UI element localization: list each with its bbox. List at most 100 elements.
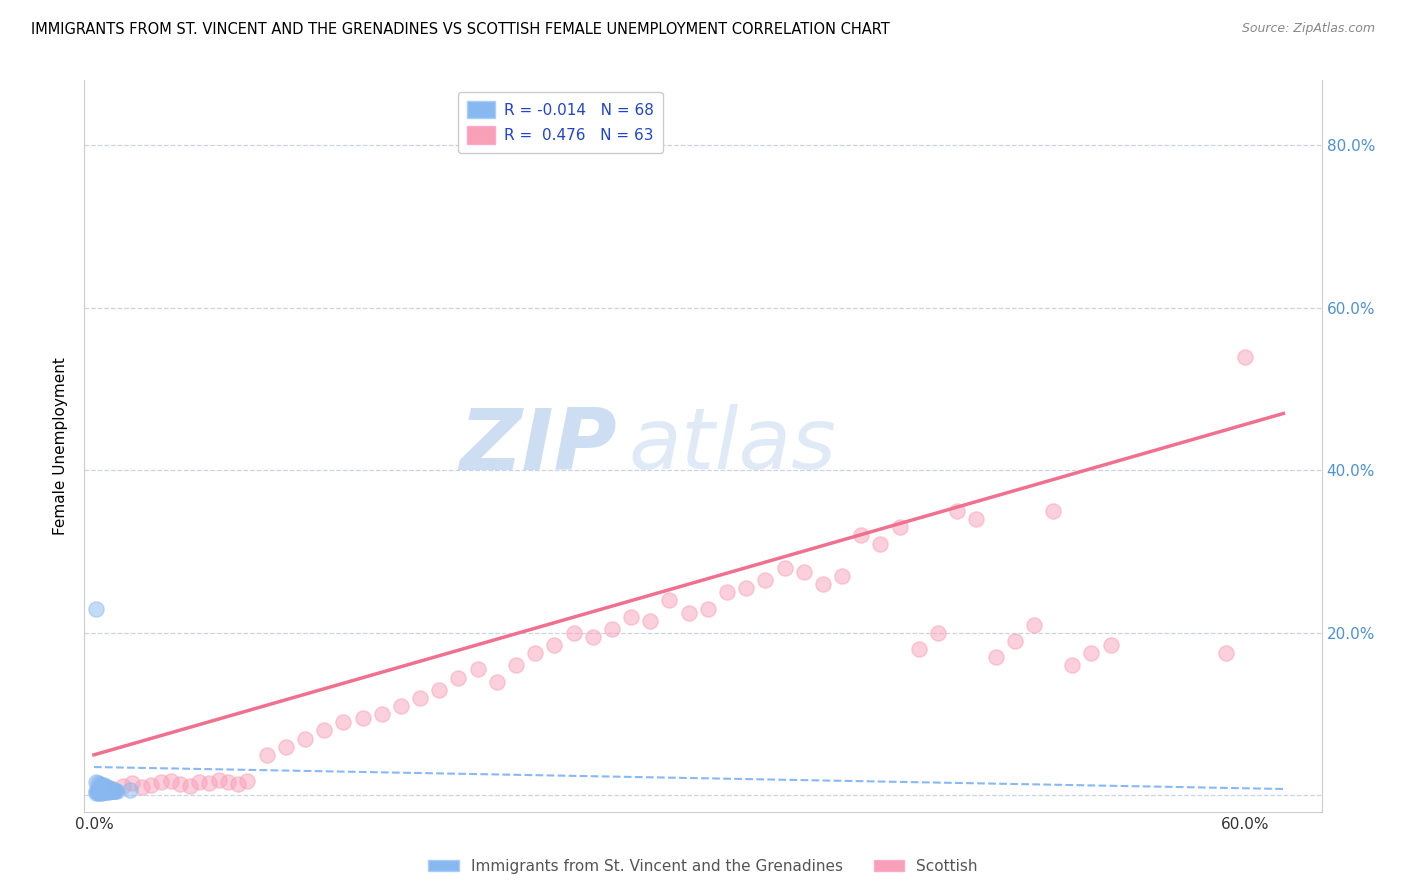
Point	[96, 780, 118, 795]
Point	[121, 776, 143, 790]
Point	[352, 711, 374, 725]
Point	[1080, 646, 1102, 660]
Point	[96, 781, 118, 796]
Point	[93, 782, 115, 797]
Point	[754, 573, 776, 587]
Point	[89, 781, 111, 796]
Point	[93, 779, 115, 793]
Point	[87, 786, 110, 800]
Point	[94, 781, 117, 796]
Point	[332, 715, 354, 730]
Point	[946, 504, 969, 518]
Point	[89, 782, 111, 797]
Point	[467, 663, 489, 677]
Point	[100, 784, 122, 798]
Point	[965, 512, 987, 526]
Point	[1215, 646, 1237, 660]
Point	[93, 780, 115, 795]
Point	[907, 642, 929, 657]
Point	[562, 626, 585, 640]
Point	[256, 747, 278, 762]
Point	[735, 581, 758, 595]
Point	[87, 783, 110, 797]
Point	[101, 781, 124, 796]
Point	[1099, 638, 1122, 652]
Point	[505, 658, 527, 673]
Y-axis label: Female Unemployment: Female Unemployment	[53, 357, 69, 535]
Point	[111, 779, 134, 793]
Point	[150, 775, 173, 789]
Point	[620, 609, 643, 624]
Point	[159, 773, 181, 788]
Point	[409, 690, 432, 705]
Point	[658, 593, 681, 607]
Point	[89, 777, 111, 791]
Point	[389, 699, 412, 714]
Point	[90, 786, 112, 800]
Point	[101, 782, 124, 797]
Point	[524, 646, 547, 660]
Point	[90, 780, 112, 794]
Point	[141, 778, 163, 792]
Point	[208, 772, 231, 787]
Point	[427, 682, 450, 697]
Point	[94, 780, 117, 795]
Point	[96, 782, 118, 797]
Point	[811, 577, 834, 591]
Point	[94, 783, 117, 797]
Point	[90, 785, 112, 799]
Point	[716, 585, 738, 599]
Point	[100, 783, 122, 797]
Point	[96, 785, 118, 799]
Point	[94, 784, 117, 798]
Point	[98, 785, 121, 799]
Point	[104, 783, 127, 797]
Legend: Immigrants from St. Vincent and the Grenadines, Scottish: Immigrants from St. Vincent and the Gren…	[422, 853, 984, 880]
Point	[447, 671, 470, 685]
Point	[984, 650, 1007, 665]
Point	[600, 622, 623, 636]
Point	[93, 785, 115, 799]
Point	[89, 784, 111, 798]
Point	[179, 779, 201, 793]
Point	[84, 775, 107, 789]
Text: ZIP: ZIP	[458, 404, 616, 488]
Point	[98, 784, 121, 798]
Point	[84, 601, 107, 615]
Point	[101, 782, 124, 797]
Point	[96, 783, 118, 797]
Point	[90, 783, 112, 797]
Point	[98, 781, 121, 796]
Point	[543, 638, 565, 652]
Point	[851, 528, 873, 542]
Point	[217, 775, 239, 789]
Point	[87, 782, 110, 797]
Point	[582, 630, 605, 644]
Point	[87, 776, 110, 790]
Point	[1062, 658, 1084, 673]
Point	[84, 784, 107, 798]
Point	[93, 781, 115, 796]
Point	[1233, 350, 1256, 364]
Point	[90, 784, 112, 798]
Point	[89, 783, 111, 797]
Point	[89, 785, 111, 799]
Point	[98, 781, 121, 796]
Point	[696, 601, 718, 615]
Point	[93, 783, 115, 797]
Point	[314, 723, 336, 738]
Point	[93, 784, 115, 798]
Point	[89, 786, 111, 800]
Point	[94, 785, 117, 799]
Point	[100, 782, 122, 797]
Point	[96, 783, 118, 797]
Point	[226, 777, 249, 791]
Point	[87, 784, 110, 798]
Point	[1004, 634, 1026, 648]
Text: IMMIGRANTS FROM ST. VINCENT AND THE GRENADINES VS SCOTTISH FEMALE UNEMPLOYMENT C: IMMIGRANTS FROM ST. VINCENT AND THE GREN…	[31, 22, 890, 37]
Point	[294, 731, 316, 746]
Point	[831, 569, 853, 583]
Point	[638, 614, 661, 628]
Point	[105, 784, 128, 798]
Point	[90, 779, 112, 793]
